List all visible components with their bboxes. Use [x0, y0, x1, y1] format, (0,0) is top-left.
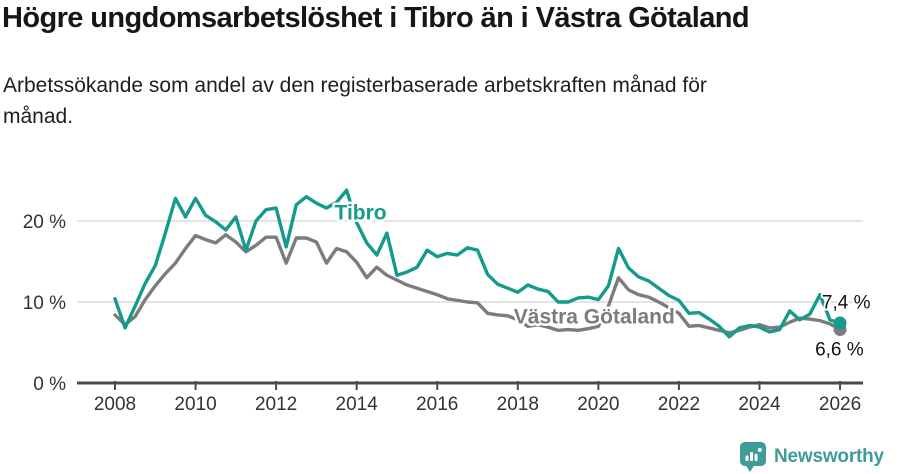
y-axis-tick-label: 20 % [23, 212, 66, 233]
x-axis-tick-label: 2024 [738, 394, 781, 415]
x-axis-tick-label: 2022 [658, 394, 700, 415]
series-end-dot-tibro [833, 316, 847, 330]
newsworthy-brand-name: Newsworthy [774, 446, 884, 467]
x-axis-tick-label: 2020 [577, 394, 619, 415]
x-axis-tick-label: 2014 [336, 394, 379, 415]
x-axis-tick-label: 2026 [819, 394, 861, 415]
page-title: Högre ungdomsarbetslöshet i Tibro än i V… [2, 2, 750, 34]
series-label-tibro: Tibro [335, 201, 387, 224]
series-line-vastra-gotaland [113, 233, 842, 335]
y-axis-tick-label: 0 % [33, 374, 66, 395]
y-axis-tick-label: 10 % [23, 293, 66, 314]
x-axis-tick-label: 2016 [416, 394, 458, 415]
newsworthy-branding[interactable]: Newsworthy [739, 441, 884, 473]
newsworthy-logo-icon [740, 442, 766, 472]
x-axis-tick-label: 2018 [497, 394, 539, 415]
x-axis-tick-label: 2008 [94, 394, 136, 415]
series-line-tibro [113, 188, 842, 339]
x-axis-tick-label: 2010 [174, 394, 216, 415]
end-value-label-vastra-gotaland: 6,6 % [815, 339, 864, 360]
x-axis-tick-label: 2012 [255, 394, 297, 415]
end-value-label-tibro: 7,4 % [822, 292, 871, 313]
series-label-vastra-gotaland: Västra Götaland [514, 305, 675, 328]
page-subtitle: Arbetssökande som andel av den registerb… [3, 74, 707, 128]
